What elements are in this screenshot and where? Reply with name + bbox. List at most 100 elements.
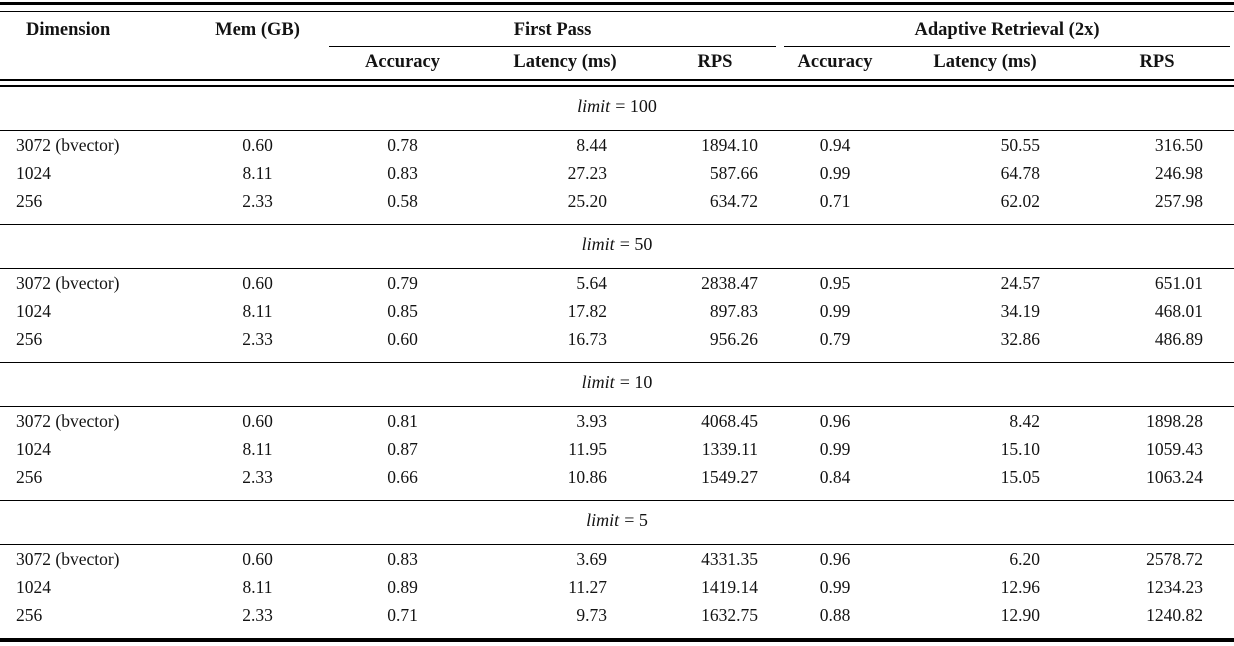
cell-ar-latency: 64.78 — [1000, 162, 1040, 183]
col-header-ar-accuracy: Accuracy — [797, 52, 873, 72]
cell-ar-rps: 316.50 — [1154, 134, 1204, 155]
cell-fp-rps: 2838.47 — [701, 272, 758, 293]
cell-fp-accuracy: 0.66 — [387, 466, 418, 487]
cell-ar-rps: 2578.72 — [1146, 548, 1204, 569]
table-row: 256 2.33 0.60 16.73 956.26 0.79 32.86 48… — [0, 325, 1234, 363]
cell-fp-rps: 1339.11 — [701, 438, 758, 459]
cell-mem: 2.33 — [242, 328, 273, 349]
table-row: 1024 8.11 0.83 27.23 587.66 0.99 64.78 2… — [0, 159, 1234, 187]
col-header-dimension: Dimension — [26, 20, 111, 40]
limit-label-word: limit — [581, 234, 615, 254]
cell-ar-rps: 1240.82 — [1146, 604, 1204, 625]
cell-ar-rps: 257.98 — [1154, 190, 1204, 211]
cell-ar-accuracy: 0.99 — [819, 300, 851, 321]
col-header-fp-rps: RPS — [697, 52, 733, 72]
table-header: Dimension Mem (GB) First Pass Adaptive R… — [0, 12, 1234, 80]
section-label-row: limit = 100 — [0, 85, 1234, 131]
col-header-ar-latency: Latency (ms) — [933, 52, 1037, 72]
cell-ar-accuracy: 0.99 — [819, 576, 851, 597]
cell-ar-rps: 1063.24 — [1146, 466, 1204, 487]
results-table: Dimension Mem (GB) First Pass Adaptive R… — [0, 12, 1234, 638]
cell-fp-latency: 3.93 — [576, 410, 607, 431]
limit-label-value: = 100 — [615, 96, 657, 116]
cell-ar-latency: 6.20 — [1009, 548, 1040, 569]
cell-fp-latency: 25.20 — [567, 190, 607, 211]
cell-ar-latency: 24.57 — [1000, 272, 1040, 293]
cell-mem: 0.60 — [242, 548, 273, 569]
cell-ar-latency: 12.96 — [1000, 576, 1040, 597]
cell-fp-latency: 11.27 — [568, 576, 607, 597]
cell-fp-accuracy: 0.83 — [387, 548, 418, 569]
cell-ar-accuracy: 0.84 — [819, 466, 851, 487]
cell-fp-latency: 11.95 — [568, 438, 607, 459]
table-row: 1024 8.11 0.89 11.27 1419.14 0.99 12.96 … — [0, 573, 1234, 601]
cell-fp-rps: 1894.10 — [701, 134, 758, 155]
cell-dimension: 3072 (bvector) — [16, 548, 120, 569]
limit-label-value: = 50 — [619, 234, 653, 254]
group-header-row: Dimension Mem (GB) First Pass Adaptive R… — [0, 12, 1234, 47]
cell-dimension: 256 — [16, 190, 43, 211]
cell-dimension: 3072 (bvector) — [16, 272, 120, 293]
cell-fp-accuracy: 0.87 — [387, 438, 418, 459]
cell-mem: 0.60 — [242, 410, 273, 431]
cell-fp-accuracy: 0.85 — [387, 300, 418, 321]
cell-ar-latency: 15.10 — [1000, 438, 1040, 459]
cell-fp-rps: 587.66 — [709, 162, 758, 183]
cell-dimension: 3072 (bvector) — [16, 134, 120, 155]
cell-fp-latency: 16.73 — [567, 328, 607, 349]
cell-fp-latency: 27.23 — [567, 162, 607, 183]
section-limit-5: limit = 5 3072 (bvector) 0.60 0.83 3.69 4… — [0, 500, 1234, 639]
cell-fp-accuracy: 0.60 — [387, 328, 418, 349]
cell-mem: 8.11 — [242, 576, 273, 597]
limit-label-word: limit — [586, 510, 620, 530]
cell-mem: 8.11 — [242, 438, 273, 459]
cell-fp-accuracy: 0.89 — [387, 576, 418, 597]
table-row: 256 2.33 0.58 25.20 634.72 0.71 62.02 25… — [0, 187, 1234, 225]
cell-dimension: 1024 — [16, 438, 51, 459]
limit-label-word: limit — [581, 372, 615, 392]
cell-ar-rps: 1059.43 — [1146, 438, 1204, 459]
cell-mem: 0.60 — [242, 134, 273, 155]
limit-label-value: = 5 — [624, 510, 648, 530]
bottom-rule — [0, 638, 1234, 642]
cell-ar-accuracy: 0.94 — [819, 134, 851, 155]
cell-ar-accuracy: 0.99 — [819, 438, 851, 459]
cell-fp-accuracy: 0.58 — [387, 190, 418, 211]
cell-ar-latency: 34.19 — [1000, 300, 1040, 321]
limit-label-value: = 10 — [619, 372, 653, 392]
cell-ar-latency: 12.90 — [1000, 604, 1040, 625]
cell-fp-rps: 1632.75 — [701, 604, 758, 625]
cell-dimension: 256 — [16, 328, 43, 349]
cell-fp-latency: 5.64 — [576, 272, 607, 293]
cell-fp-rps: 1549.27 — [701, 466, 758, 487]
sub-header-row: Accuracy Latency (ms) RPS Accuracy Laten… — [0, 47, 1234, 80]
cell-ar-rps: 246.98 — [1154, 162, 1204, 183]
table-row: 256 2.33 0.66 10.86 1549.27 0.84 15.05 1… — [0, 463, 1234, 501]
cell-fp-rps: 956.26 — [709, 328, 758, 349]
section-limit-10: limit = 10 3072 (bvector) 0.60 0.81 3.93 … — [0, 362, 1234, 501]
cell-ar-rps: 651.01 — [1154, 272, 1204, 293]
top-rule-thin — [0, 11, 1234, 12]
cell-dimension: 256 — [16, 604, 43, 625]
header-double-rule — [0, 79, 1234, 87]
cell-fp-latency: 17.82 — [567, 300, 607, 321]
cell-fp-rps: 1419.14 — [701, 576, 758, 597]
cell-fp-latency: 9.73 — [576, 604, 607, 625]
cell-ar-latency: 8.42 — [1009, 410, 1040, 431]
cell-ar-latency: 32.86 — [1000, 328, 1040, 349]
cell-ar-latency: 15.05 — [1000, 466, 1040, 487]
cell-ar-rps: 1234.23 — [1146, 576, 1204, 597]
cell-fp-accuracy: 0.71 — [387, 604, 418, 625]
col-header-mem: Mem (GB) — [215, 20, 300, 40]
group-header-adaptive-retrieval: Adaptive Retrieval (2x) — [780, 12, 1234, 47]
table-row: 3072 (bvector) 0.60 0.78 8.44 1894.10 0.… — [0, 131, 1234, 160]
cell-fp-rps: 4331.35 — [701, 548, 758, 569]
cell-mem: 2.33 — [242, 604, 273, 625]
cell-ar-accuracy: 0.95 — [819, 272, 851, 293]
cell-dimension: 1024 — [16, 576, 51, 597]
cell-fp-latency: 10.86 — [567, 466, 607, 487]
table-row: 3072 (bvector) 0.60 0.83 3.69 4331.35 0.… — [0, 545, 1234, 574]
cell-ar-accuracy: 0.96 — [819, 410, 851, 431]
cell-ar-rps: 486.89 — [1154, 328, 1204, 349]
